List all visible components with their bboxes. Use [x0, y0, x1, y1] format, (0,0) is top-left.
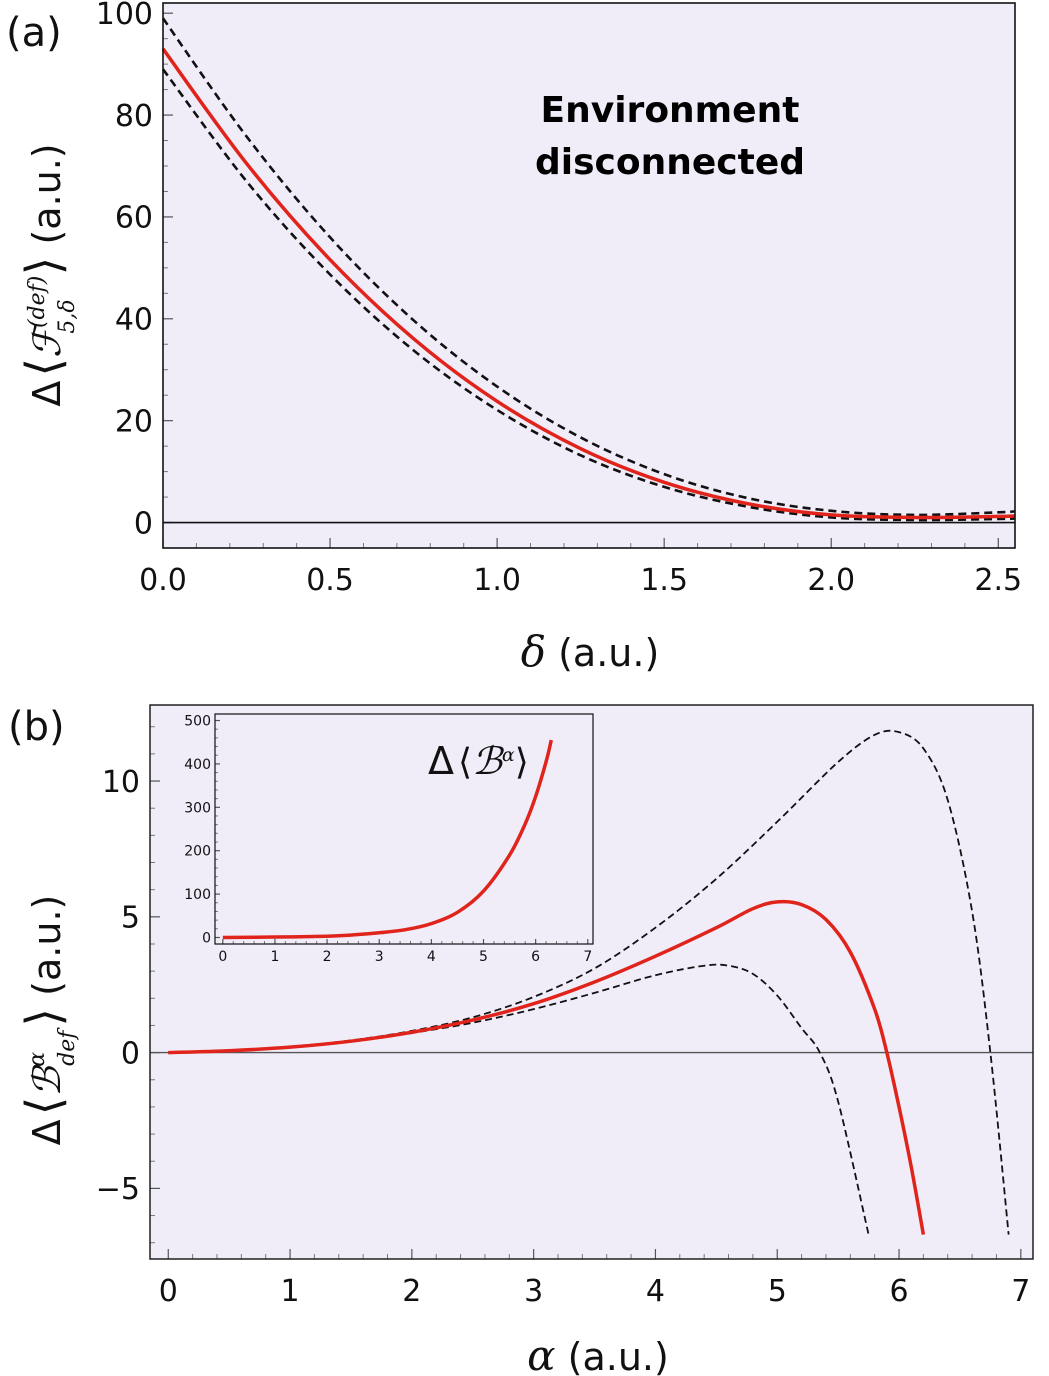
x-tick-label: 5 — [768, 1274, 787, 1309]
x-tick-label: 7 — [1011, 1274, 1030, 1309]
panel-b-y-bracket-close: ⟩ — [16, 1008, 72, 1027]
inset-y-tick-labels: 0 100 200 300 400 500 — [184, 714, 211, 947]
panel-b-label: (b) — [8, 704, 65, 750]
panel-b-y-tick-labels: −5 0 5 10 — [96, 765, 140, 1207]
x-tick-label: 2.0 — [807, 563, 855, 598]
inset-label-superscript: α — [502, 744, 515, 766]
inset-label-bracket-open: ⟨ — [458, 742, 472, 783]
y-tick-label: 0 — [134, 506, 153, 541]
panel-b-y-axis-title: Δ ⟨ℬα def⟩ (a.u.) — [16, 895, 80, 1146]
x-tick-label: 2 — [402, 1274, 421, 1309]
inset-label-symbol: ℬ — [472, 739, 505, 783]
panel-a-series — [161, 17, 1016, 522]
x-tick-label: 1.5 — [640, 563, 688, 598]
panel-b-y-unit: (a.u.) — [25, 895, 69, 1008]
x-tick-label: 0 — [218, 949, 227, 965]
x-tick-label: 3 — [524, 1274, 543, 1309]
y-tick-label: 20 — [115, 404, 153, 439]
y-tick-label: 5 — [121, 901, 140, 936]
y-tick-label: 100 — [184, 887, 211, 903]
panel-b: 0 1 2 3 4 5 6 7 −5 0 5 10 0 1 2 3 4 5 6 7 0 100 200 300 400 50… — [8, 704, 1034, 1376]
panel-a-y-axis-title: Δ⟨ℱ(def) 5,δ⟩ (a.u.) — [16, 143, 80, 406]
y-tick-label: 100 — [96, 0, 153, 32]
x-tick-label: 7 — [583, 949, 592, 965]
x-tick-label: 0.0 — [139, 563, 187, 598]
panel-a-y-superscript: (def) — [25, 276, 50, 328]
panel-a-x-symbol: δ — [521, 627, 546, 676]
y-tick-label: 300 — [184, 800, 211, 816]
panel-a-y-subscript: 5,δ — [55, 299, 80, 333]
inset-series — [222, 739, 553, 940]
x-tick-label: 6 — [531, 949, 540, 965]
panel-a: 0.0 0.5 1.0 1.5 2.0 2.5 0 20 40 60 80 100 (a) Envi… — [6, 0, 1022, 676]
x-tick-label: 1 — [281, 1274, 300, 1309]
panel-b-ticks — [150, 726, 1022, 1259]
panel-a-label: (a) — [6, 10, 62, 56]
panel-b-x-axis-title: α (a.u.) — [527, 1331, 669, 1376]
panel-b-inset: 0 1 2 3 4 5 6 7 0 100 200 300 400 500 Δ ⟨ℬα⟩ — [184, 713, 594, 965]
x-tick-label: 6 — [889, 1274, 908, 1309]
inset-label: Δ ⟨ℬα⟩ — [428, 739, 529, 783]
series-line-solid — [222, 739, 553, 940]
y-tick-label: 500 — [184, 714, 211, 730]
x-tick-label: 1 — [270, 949, 279, 965]
panel-a-x-unit: (a.u.) — [546, 631, 659, 675]
series-line-dashed — [161, 68, 1016, 522]
panel-a-y-unit: (a.u.) — [25, 143, 69, 256]
inset-label-delta: Δ — [428, 739, 454, 783]
x-tick-label: 1.0 — [473, 563, 521, 598]
panel-a-y-bracket-open: ⟨ — [16, 358, 72, 377]
inset-frame — [214, 713, 594, 945]
x-tick-label: 3 — [375, 949, 384, 965]
y-tick-label: 60 — [115, 201, 153, 236]
inset-label-bracket-close: ⟩ — [515, 742, 529, 783]
panel-b-frame — [149, 704, 1034, 1260]
panel-b-y-superscript: α — [25, 1052, 50, 1067]
panel-b-series — [168, 729, 1010, 1235]
y-tick-label: 200 — [184, 844, 211, 860]
x-tick-label: 4 — [427, 949, 436, 965]
panel-b-x-symbol: α — [527, 1331, 555, 1376]
svg-text:Δ⟨ℱ(def)5,δ⟩ (a.u.): Δ⟨ℱ(def) 5,δ⟩ (a.u.) — [16, 143, 80, 406]
panel-a-x-tick-labels: 0.0 0.5 1.0 1.5 2.0 2.5 — [139, 563, 1022, 598]
panel-a-annotation-line2: disconnected — [535, 142, 805, 183]
panel-a-y-tick-labels: 0 20 40 60 80 100 — [96, 0, 153, 541]
series-line-solid — [168, 899, 926, 1235]
x-tick-label: 0.5 — [306, 563, 354, 598]
x-tick-label: 2.5 — [974, 563, 1022, 598]
x-tick-label: 0 — [159, 1274, 178, 1309]
panel-b-y-delta: Δ — [25, 1119, 69, 1145]
y-tick-label: 10 — [102, 765, 140, 800]
panel-a-plot-area — [163, 3, 1015, 548]
x-tick-label: 4 — [646, 1274, 665, 1309]
y-tick-label: 0 — [121, 1036, 140, 1071]
panel-b-x-tick-labels: 0 1 2 3 4 5 6 7 — [159, 1274, 1031, 1309]
panel-a-annotation-line1: Environment — [541, 90, 800, 131]
series-line-solid — [161, 47, 1016, 520]
y-tick-label: 400 — [184, 757, 211, 773]
panel-b-y-subscript: def — [55, 1027, 80, 1066]
panel-a-x-axis-title: δ (a.u.) — [521, 627, 660, 676]
panel-a-y-delta: Δ — [25, 381, 69, 407]
panel-b-y-symbol: ℬ — [25, 1064, 69, 1097]
panel-a-ticks — [162, 12, 999, 549]
inset-x-tick-labels: 0 1 2 3 4 5 6 7 — [218, 949, 592, 965]
y-tick-label: −5 — [96, 1172, 140, 1207]
y-tick-label: 40 — [115, 303, 153, 338]
y-tick-label: 80 — [115, 99, 153, 134]
inset-plot-area — [215, 714, 593, 944]
x-tick-label: 2 — [323, 949, 332, 965]
panel-a-frame — [162, 2, 1016, 549]
y-tick-label: 0 — [202, 931, 211, 947]
panel-b-y-bracket-open: ⟨ — [16, 1097, 72, 1116]
series-line-dashed — [161, 17, 1016, 517]
panel-a-y-bracket-close: ⟩ — [16, 257, 72, 276]
x-tick-label: 5 — [479, 949, 488, 965]
panel-b-x-unit: (a.u.) — [556, 1335, 669, 1376]
